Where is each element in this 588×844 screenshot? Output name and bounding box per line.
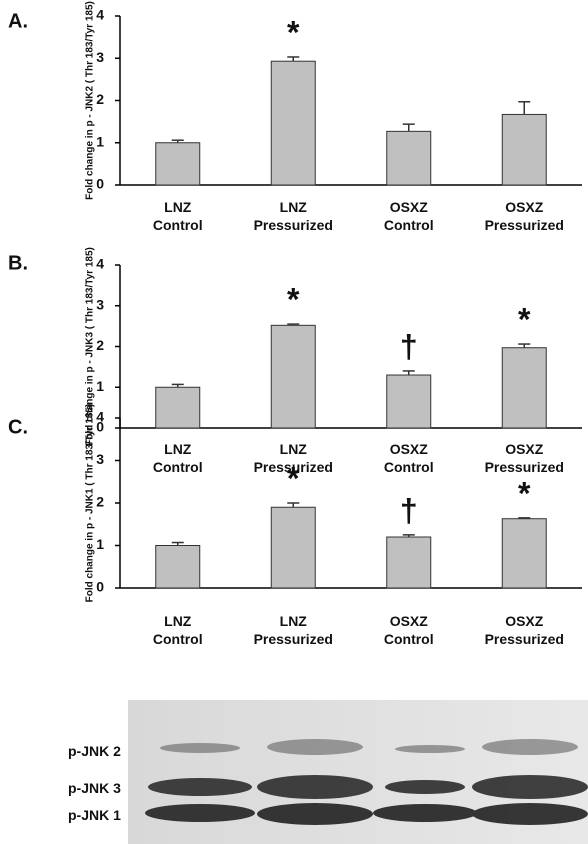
y-tick-label: 1 xyxy=(96,536,104,552)
bar xyxy=(502,519,546,588)
bar xyxy=(271,507,315,588)
blot-label: p-JNK 2 xyxy=(68,743,121,759)
x-tick-label: OSXZ Pressurized xyxy=(469,440,579,476)
significance-marker: * xyxy=(518,302,531,338)
blot-label: p-JNK 3 xyxy=(68,780,121,796)
y-tick-label: 1 xyxy=(96,378,104,394)
x-tick-label: LNZ Pressurized xyxy=(238,198,348,234)
y-tick-label: 1 xyxy=(96,133,104,149)
blot-label: p-JNK 1 xyxy=(68,807,121,823)
bar xyxy=(156,143,200,185)
y-tick-label: 3 xyxy=(96,296,104,312)
bar xyxy=(387,131,431,185)
western-blot xyxy=(128,700,588,844)
bar xyxy=(271,61,315,185)
bar xyxy=(387,375,431,428)
x-tick-label: OSXZ Pressurized xyxy=(469,198,579,234)
y-tick-label: 3 xyxy=(96,49,104,65)
y-tick-label: 2 xyxy=(96,91,104,107)
y-tick-label: 2 xyxy=(96,337,104,353)
y-axis-label: Fold change in p - JNK2 ( Thr 183/Tyr 18… xyxy=(85,1,96,200)
y-tick-label: 2 xyxy=(96,494,104,510)
x-tick-label: OSXZ Control xyxy=(354,612,464,648)
significance-marker: † xyxy=(400,492,418,528)
x-tick-label: LNZ Control xyxy=(123,612,233,648)
figure: A. Fold change in p - JNK2 ( Thr 183/Tyr … xyxy=(0,0,588,844)
bar xyxy=(271,325,315,428)
chart: A. Fold change in p - JNK2 ( Thr 183/Tyr … xyxy=(0,0,588,844)
bar xyxy=(502,114,546,185)
significance-marker: * xyxy=(287,282,300,318)
x-tick-label: OSXZ Control xyxy=(354,198,464,234)
significance-marker: * xyxy=(287,14,300,50)
x-tick-label: LNZ Pressurized xyxy=(238,612,348,648)
x-tick-label: LNZ Control xyxy=(123,198,233,234)
y-tick-label: 4 xyxy=(96,409,104,425)
x-tick-label: LNZ Control xyxy=(123,440,233,476)
panel-label: A. xyxy=(8,10,28,32)
x-tick-label: OSXZ Control xyxy=(354,440,464,476)
y-tick-label: 0 xyxy=(96,579,104,595)
significance-marker: † xyxy=(400,328,418,364)
bar xyxy=(156,546,200,589)
bar xyxy=(387,537,431,588)
y-tick-label: 0 xyxy=(96,176,104,192)
y-tick-label: 4 xyxy=(96,256,104,272)
x-tick-label: LNZ Pressurized xyxy=(238,440,348,476)
y-tick-label: 4 xyxy=(96,7,104,23)
panel-label: B. xyxy=(8,252,28,274)
significance-marker: * xyxy=(518,475,531,511)
panel-label: C. xyxy=(8,416,28,438)
bar xyxy=(502,348,546,428)
bar xyxy=(156,387,200,428)
y-tick-label: 3 xyxy=(96,451,104,467)
y-axis-label: Fold change in p - JNK1 ( Thr 183/Tyr 18… xyxy=(85,404,96,603)
x-tick-label: OSXZ Pressurized xyxy=(469,612,579,648)
